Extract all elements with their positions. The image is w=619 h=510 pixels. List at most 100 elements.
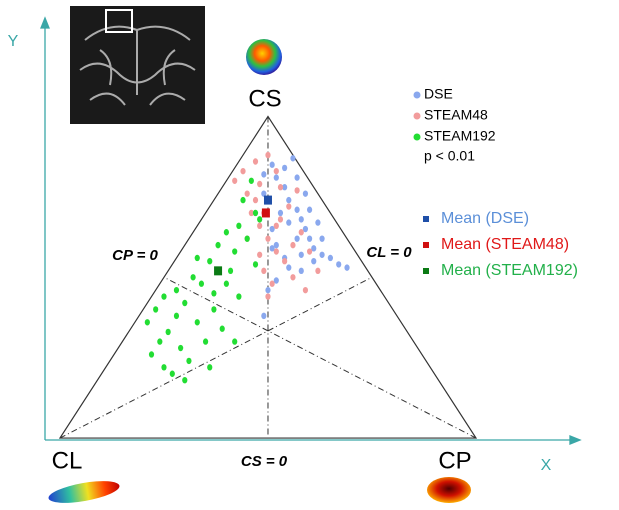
planar-icon [427, 477, 471, 503]
point [253, 158, 258, 164]
point [232, 338, 237, 344]
x-arrow [570, 436, 580, 444]
point [161, 364, 166, 370]
legend-marker [414, 113, 421, 120]
point [261, 171, 266, 177]
mean-marker [264, 196, 272, 205]
point [303, 287, 308, 293]
point [299, 216, 304, 222]
linear-icon [47, 477, 121, 507]
median-line [60, 277, 372, 438]
point [211, 290, 216, 296]
point [278, 216, 283, 222]
note: p < 0.01 [424, 148, 475, 164]
point [240, 168, 245, 174]
point [232, 248, 237, 254]
point [307, 248, 312, 254]
legend-marker [423, 242, 429, 248]
point [253, 261, 258, 267]
point [153, 306, 158, 312]
point [303, 190, 308, 196]
point [261, 313, 266, 319]
point [245, 235, 250, 241]
point [261, 268, 266, 274]
point [157, 338, 162, 344]
point [295, 187, 300, 193]
point [211, 306, 216, 312]
point [174, 287, 179, 293]
point [245, 190, 250, 196]
vertex-label: CP [438, 447, 471, 474]
point [224, 281, 229, 287]
legend-label: STEAM192 [424, 128, 496, 144]
legend-marker [423, 216, 429, 222]
x-label: X [541, 457, 552, 474]
point [249, 178, 254, 184]
point [182, 377, 187, 383]
mean-marker [214, 266, 222, 275]
point [286, 203, 291, 209]
point [257, 181, 262, 187]
y-arrow [41, 18, 49, 28]
legend-marker [414, 134, 421, 141]
point [257, 216, 262, 222]
point [282, 258, 287, 264]
point [149, 351, 154, 357]
chart: Y X CL CP CS CP = 0 CL = 0 CS = 0 p < 0.… [0, 0, 619, 510]
legend-label: STEAM48 [424, 107, 488, 123]
point [253, 210, 258, 216]
point [215, 242, 220, 248]
point [220, 326, 225, 332]
point [178, 345, 183, 351]
point [286, 219, 291, 225]
point [199, 281, 204, 287]
point [195, 255, 200, 261]
point [182, 300, 187, 306]
point [166, 329, 171, 335]
point [299, 252, 304, 258]
brain-inset [70, 6, 205, 124]
point [257, 223, 262, 229]
point [278, 184, 283, 190]
point [299, 229, 304, 235]
point [319, 252, 324, 258]
line-label: CS = 0 [241, 453, 288, 470]
point [236, 293, 241, 299]
point [232, 178, 237, 184]
point [270, 162, 275, 168]
point [265, 293, 270, 299]
point [290, 242, 295, 248]
point [253, 197, 258, 203]
point [207, 258, 212, 264]
point [307, 235, 312, 241]
legend-marker [414, 92, 421, 99]
point [319, 235, 324, 241]
point [228, 268, 233, 274]
point [307, 207, 312, 213]
legend-label: Mean (STEAM48) [441, 236, 569, 253]
point [344, 264, 349, 270]
point [278, 210, 283, 216]
median-line [164, 277, 476, 438]
point [282, 165, 287, 171]
point [170, 371, 175, 377]
legend-label: Mean (DSE) [441, 210, 529, 227]
vertex-label: CL [52, 447, 83, 474]
point [224, 229, 229, 235]
point [286, 197, 291, 203]
point [270, 281, 275, 287]
vertex-label: CS [248, 85, 281, 112]
point [274, 223, 279, 229]
point [290, 155, 295, 161]
y-label: Y [8, 33, 19, 50]
legend-label: DSE [424, 86, 453, 102]
legend-marker [423, 268, 429, 274]
point [328, 255, 333, 261]
point [311, 258, 316, 264]
point [265, 235, 270, 241]
mean-marker [262, 208, 270, 217]
point [161, 293, 166, 299]
point [274, 168, 279, 174]
point [203, 338, 208, 344]
point [195, 319, 200, 325]
